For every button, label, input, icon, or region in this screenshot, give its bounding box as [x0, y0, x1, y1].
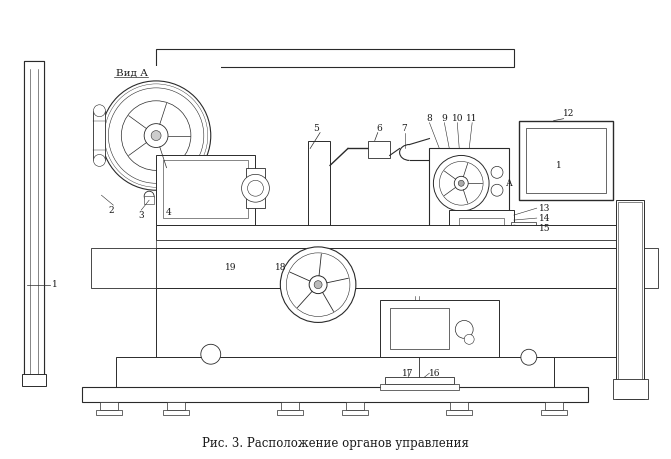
Bar — [390, 308, 450, 349]
Text: 15: 15 — [539, 224, 550, 233]
Circle shape — [121, 101, 191, 170]
Bar — [380, 384, 459, 390]
Bar — [384, 377, 454, 384]
Circle shape — [144, 123, 168, 147]
Circle shape — [280, 247, 356, 322]
Text: 11: 11 — [466, 114, 478, 123]
Bar — [82, 387, 588, 402]
Circle shape — [93, 105, 105, 117]
Bar — [246, 168, 266, 208]
Bar — [511, 222, 535, 230]
Text: 4: 4 — [166, 207, 172, 217]
Bar — [24, 61, 44, 379]
Text: 18: 18 — [274, 263, 286, 272]
Circle shape — [201, 344, 221, 364]
Bar — [368, 140, 390, 158]
Bar — [156, 156, 256, 225]
Bar — [156, 49, 514, 67]
Text: А: А — [505, 179, 513, 188]
Bar — [101, 402, 118, 410]
Circle shape — [491, 166, 503, 178]
Text: 13: 13 — [539, 204, 550, 213]
Bar — [97, 410, 122, 415]
Circle shape — [464, 334, 474, 344]
Circle shape — [287, 253, 350, 316]
Bar — [116, 357, 554, 387]
Bar — [144, 196, 154, 204]
Bar — [281, 402, 299, 410]
Bar — [24, 61, 44, 379]
Circle shape — [454, 176, 468, 190]
Bar — [93, 111, 105, 161]
Circle shape — [93, 155, 105, 166]
Text: 2: 2 — [109, 206, 114, 215]
Bar — [469, 225, 489, 235]
Circle shape — [151, 131, 161, 140]
Bar — [156, 288, 618, 357]
Text: 12: 12 — [563, 109, 574, 118]
Circle shape — [314, 281, 322, 289]
Text: 19: 19 — [225, 263, 236, 272]
Text: 14: 14 — [539, 213, 550, 223]
Circle shape — [144, 191, 154, 201]
Text: 10: 10 — [452, 114, 463, 123]
Text: Вид А: Вид А — [116, 68, 148, 78]
Text: 6: 6 — [377, 124, 382, 133]
Text: 7: 7 — [402, 124, 407, 133]
Text: 1: 1 — [52, 280, 58, 289]
Bar — [526, 128, 607, 193]
Bar — [446, 410, 472, 415]
Bar — [429, 149, 509, 228]
Text: 17: 17 — [402, 369, 413, 378]
Text: 5: 5 — [313, 124, 319, 133]
Bar — [156, 225, 618, 240]
Bar — [156, 248, 618, 288]
Bar — [91, 248, 156, 288]
Circle shape — [458, 180, 464, 186]
Text: 1: 1 — [556, 161, 562, 170]
Bar — [450, 402, 468, 410]
Bar — [308, 140, 330, 230]
Bar — [450, 210, 514, 240]
Bar — [163, 161, 248, 218]
Bar — [618, 202, 642, 397]
Bar — [380, 300, 499, 357]
Bar — [545, 402, 562, 410]
Bar — [277, 410, 303, 415]
Bar — [22, 374, 46, 386]
Circle shape — [101, 81, 211, 190]
Circle shape — [440, 162, 483, 205]
Circle shape — [521, 349, 537, 365]
Text: 16: 16 — [429, 369, 440, 378]
Bar — [346, 402, 364, 410]
Circle shape — [248, 180, 264, 196]
Text: 3: 3 — [138, 211, 144, 219]
Bar — [541, 410, 566, 415]
Circle shape — [491, 184, 503, 196]
Circle shape — [433, 156, 489, 211]
Bar — [519, 121, 613, 200]
Circle shape — [309, 276, 327, 294]
Circle shape — [455, 320, 473, 338]
Bar — [618, 248, 658, 288]
Text: 9: 9 — [442, 114, 447, 123]
Text: Рис. 3. Расположение органов управления: Рис. 3. Расположение органов управления — [201, 437, 468, 450]
Bar — [156, 240, 618, 248]
Bar — [82, 66, 221, 78]
Circle shape — [242, 174, 269, 202]
Bar — [459, 218, 504, 233]
Bar — [613, 379, 648, 399]
Bar — [167, 402, 185, 410]
Bar — [163, 410, 189, 415]
Circle shape — [109, 88, 204, 183]
Bar — [342, 410, 368, 415]
Text: 8: 8 — [427, 114, 432, 123]
Bar — [616, 200, 644, 399]
